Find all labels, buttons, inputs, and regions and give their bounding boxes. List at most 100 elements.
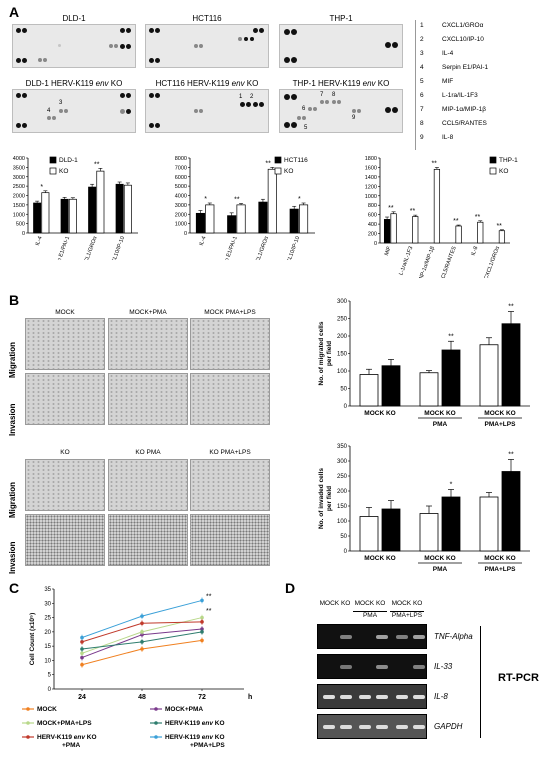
y-tick-label: 0 bbox=[22, 231, 25, 237]
group-sublabel: PMA bbox=[433, 566, 448, 573]
y-tick-label: 2000 bbox=[175, 212, 187, 218]
micrograph bbox=[25, 373, 105, 425]
y-tick-label: 0 bbox=[48, 687, 52, 693]
legend-marker bbox=[26, 735, 30, 739]
bar bbox=[359, 374, 379, 407]
legend-swatch bbox=[49, 156, 57, 164]
y-tick-label: 200 bbox=[368, 232, 377, 238]
cytokine-number: 1 bbox=[420, 22, 424, 29]
data-point bbox=[80, 651, 84, 656]
micro-title: MOCK+PMA bbox=[129, 309, 167, 316]
gel-il33 bbox=[317, 654, 427, 679]
significance-mark: ** bbox=[388, 205, 394, 212]
data-point bbox=[140, 640, 144, 644]
legend-swatch bbox=[489, 167, 497, 175]
significance-mark: * bbox=[40, 184, 43, 191]
blot-title-dld1-ko: DLD-1 HERV-K119 env KO bbox=[25, 79, 123, 88]
micrograph bbox=[25, 514, 105, 566]
bar bbox=[441, 349, 461, 407]
cytokine-index-table: 1 CXCL1/GROα 2 CXCL10/IP-10 3 IL-4 4 Serpin E1/… bbox=[415, 20, 544, 150]
micrograph bbox=[190, 459, 270, 511]
y-tick-label: 50 bbox=[340, 387, 347, 393]
data-point bbox=[140, 621, 144, 626]
y-tick-label: 300 bbox=[337, 299, 348, 305]
y-axis-label-line: No. of migrated cells bbox=[318, 321, 325, 385]
bar bbox=[236, 204, 246, 234]
category-label: MIF bbox=[384, 245, 393, 257]
y-tick-label: 15 bbox=[44, 644, 51, 650]
x-tick-label: 72 bbox=[198, 694, 206, 701]
y-axis-label-line: per field bbox=[326, 486, 333, 511]
bar bbox=[123, 184, 132, 234]
lane-header: MOCK KO bbox=[391, 600, 423, 607]
group-label: MOCK KO bbox=[364, 555, 395, 562]
legend-marker bbox=[154, 707, 158, 711]
micrograph bbox=[108, 318, 188, 370]
x-axis-unit: h bbox=[248, 694, 252, 701]
cytokine-row: 9 IL-8 bbox=[416, 134, 544, 148]
bar bbox=[419, 372, 439, 407]
significance-mark: ** bbox=[206, 608, 212, 615]
legend-label: DLD-1 bbox=[59, 157, 78, 164]
bar bbox=[115, 183, 124, 234]
group-sublabel: PMA+LPS bbox=[485, 566, 517, 573]
bar bbox=[390, 213, 397, 244]
array-blot-dld1-ko: 3 4 bbox=[12, 89, 136, 133]
micrograph bbox=[108, 514, 188, 566]
array-blot-hct116 bbox=[145, 24, 269, 68]
rtpcr-title: RT-PCR bbox=[498, 672, 539, 684]
spot-number: 4 bbox=[47, 108, 51, 114]
category-label: IL-8 bbox=[470, 246, 479, 257]
legend-marker bbox=[26, 707, 30, 711]
significance-mark: ** bbox=[431, 160, 437, 167]
cytokine-row: 5 MIF bbox=[416, 78, 544, 92]
cytokine-name: MIP-1α/MIP-1β bbox=[442, 106, 486, 113]
y-tick-label: 8000 bbox=[175, 156, 187, 162]
y-tick-label: 50 bbox=[340, 534, 347, 540]
x-tick-label: 48 bbox=[138, 694, 146, 701]
cytokine-number: 8 bbox=[420, 120, 424, 127]
bar bbox=[498, 230, 506, 244]
cytokine-name: IL-4 bbox=[442, 50, 454, 57]
blot-title-thp1: THP-1 bbox=[329, 14, 353, 23]
bar bbox=[68, 198, 77, 234]
data-point bbox=[200, 620, 204, 624]
y-tick-label: 5000 bbox=[175, 184, 187, 190]
data-point bbox=[140, 614, 144, 618]
lane-header: MOCK KO bbox=[354, 600, 386, 607]
bar bbox=[96, 170, 105, 234]
bar bbox=[419, 513, 439, 552]
cytokine-name: Serpin E1/PAI-1 bbox=[442, 64, 489, 71]
legend-label-part: env bbox=[202, 734, 214, 741]
spot-number: 2 bbox=[250, 94, 254, 100]
significance-mark: ** bbox=[410, 208, 416, 215]
y-tick-label: 30 bbox=[44, 601, 51, 607]
y-axis-label: No. of invaded cellsper field bbox=[318, 468, 333, 529]
bar bbox=[299, 204, 309, 234]
category-label: CXCL10/IP-10 bbox=[108, 236, 126, 260]
bar bbox=[412, 216, 419, 244]
legend-swatch bbox=[274, 167, 282, 175]
legend-label: KO bbox=[284, 168, 293, 175]
data-point bbox=[80, 655, 84, 660]
legend-label: HCT116 bbox=[284, 157, 308, 164]
gel-gapdh bbox=[317, 714, 427, 739]
significance-mark: ** bbox=[206, 594, 212, 601]
category-label: IL-4 bbox=[35, 236, 44, 247]
y-tick-label: 5 bbox=[48, 673, 52, 679]
blot-title-hct116: HCT116 bbox=[192, 14, 222, 23]
legend-swatch bbox=[489, 156, 497, 164]
y-tick-label: 250 bbox=[337, 317, 348, 323]
spot-number: 6 bbox=[302, 106, 306, 112]
row-label-invasion: Invasion bbox=[8, 403, 17, 436]
significance-mark: ** bbox=[265, 160, 271, 167]
spot-number: 7 bbox=[320, 92, 324, 98]
group-sublabel: PMA bbox=[433, 421, 448, 428]
cytokine-row: 2 CXCL10/IP-10 bbox=[416, 36, 544, 50]
legend-swatch bbox=[274, 156, 282, 164]
legend-label-part: env bbox=[202, 720, 214, 727]
bar bbox=[60, 198, 69, 234]
y-tick-label: 3500 bbox=[13, 165, 25, 171]
y-tick-label: 150 bbox=[337, 504, 348, 510]
bar bbox=[479, 344, 499, 407]
